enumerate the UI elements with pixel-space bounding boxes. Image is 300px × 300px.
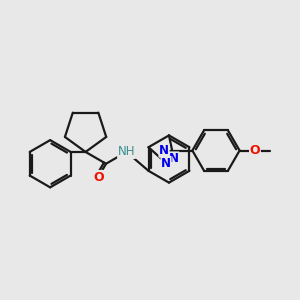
Text: O: O <box>250 144 260 157</box>
Text: N: N <box>169 152 179 165</box>
Text: NH: NH <box>118 146 135 158</box>
Text: N: N <box>161 157 171 169</box>
Text: O: O <box>93 170 104 184</box>
Text: N: N <box>159 144 169 157</box>
